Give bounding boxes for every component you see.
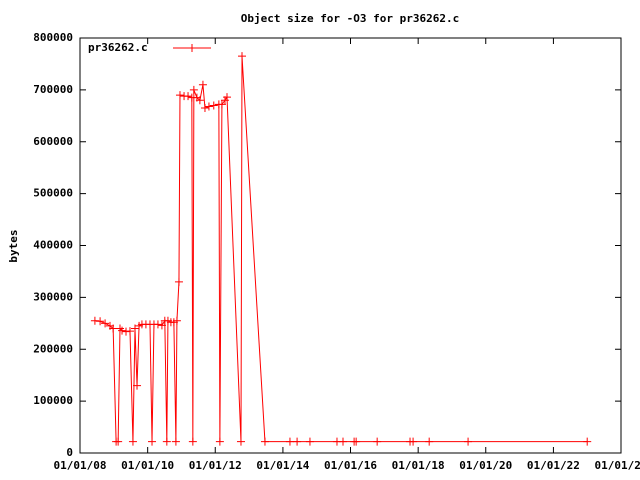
data-point xyxy=(293,437,302,446)
x-tick-label: 01/01/22 xyxy=(527,459,580,472)
chart-title: Object size for -O3 for pr36262.c xyxy=(241,12,460,25)
y-tick-label: 100000 xyxy=(33,394,73,407)
data-point xyxy=(148,437,157,446)
data-point xyxy=(209,101,218,110)
y-tick-label: 600000 xyxy=(33,135,73,148)
data-point xyxy=(114,437,123,446)
data-point xyxy=(409,437,418,446)
x-tick-label: 01/01/24 xyxy=(595,459,640,472)
data-point xyxy=(157,321,166,330)
data-point xyxy=(122,327,131,336)
data-point xyxy=(188,437,197,446)
y-tick-label: 700000 xyxy=(33,83,73,96)
y-tick-label: 0 xyxy=(66,446,73,459)
data-point xyxy=(184,92,193,101)
data-point xyxy=(583,437,592,446)
data-point xyxy=(223,93,232,102)
data-point xyxy=(171,437,180,446)
data-point xyxy=(339,437,348,446)
data-point xyxy=(198,80,207,89)
data-point xyxy=(200,104,209,113)
data-point xyxy=(118,326,127,335)
data-point xyxy=(96,317,105,326)
x-tick-label: 01/01/10 xyxy=(121,459,174,472)
y-tick-label: 500000 xyxy=(33,187,73,200)
data-point xyxy=(373,437,382,446)
x-tick-label: 01/01/18 xyxy=(392,459,445,472)
data-point xyxy=(162,437,171,446)
y-tick-label: 200000 xyxy=(33,342,73,355)
data-point xyxy=(189,85,198,94)
data-point xyxy=(204,102,213,111)
x-tick-label: 01/01/08 xyxy=(54,459,107,472)
x-tick-label: 01/01/20 xyxy=(459,459,512,472)
y-axis-label: bytes xyxy=(7,229,20,262)
data-point xyxy=(115,324,124,333)
data-point xyxy=(285,437,294,446)
x-tick-label: 01/01/14 xyxy=(256,459,309,472)
data-point xyxy=(217,100,226,109)
data-point xyxy=(236,437,245,446)
y-tick-label: 300000 xyxy=(33,290,73,303)
plot-frame xyxy=(79,37,622,454)
data-point xyxy=(125,327,134,336)
data-point xyxy=(215,437,224,446)
data-point xyxy=(90,316,99,325)
legend-swatch xyxy=(173,44,211,52)
data-point xyxy=(352,437,361,446)
data-point xyxy=(153,320,162,329)
x-tick-label: 01/01/12 xyxy=(189,459,242,472)
data-point xyxy=(195,96,204,105)
data-point xyxy=(305,437,314,446)
data-point xyxy=(174,277,183,286)
data-point xyxy=(425,437,434,446)
x-tick-label: 01/01/16 xyxy=(324,459,377,472)
data-point xyxy=(175,91,184,100)
data-point xyxy=(109,324,118,333)
data-point xyxy=(172,316,181,325)
data-point xyxy=(101,319,110,328)
data-point xyxy=(133,381,142,390)
data-point xyxy=(260,437,269,446)
data-point xyxy=(130,324,139,333)
data-point xyxy=(238,52,247,61)
y-tick-label: 400000 xyxy=(33,239,73,252)
data-point xyxy=(128,437,137,446)
y-tick-label: 800000 xyxy=(33,31,73,44)
legend-label: pr36262.c xyxy=(88,41,148,54)
data-point xyxy=(464,437,473,446)
series-line xyxy=(94,56,588,443)
